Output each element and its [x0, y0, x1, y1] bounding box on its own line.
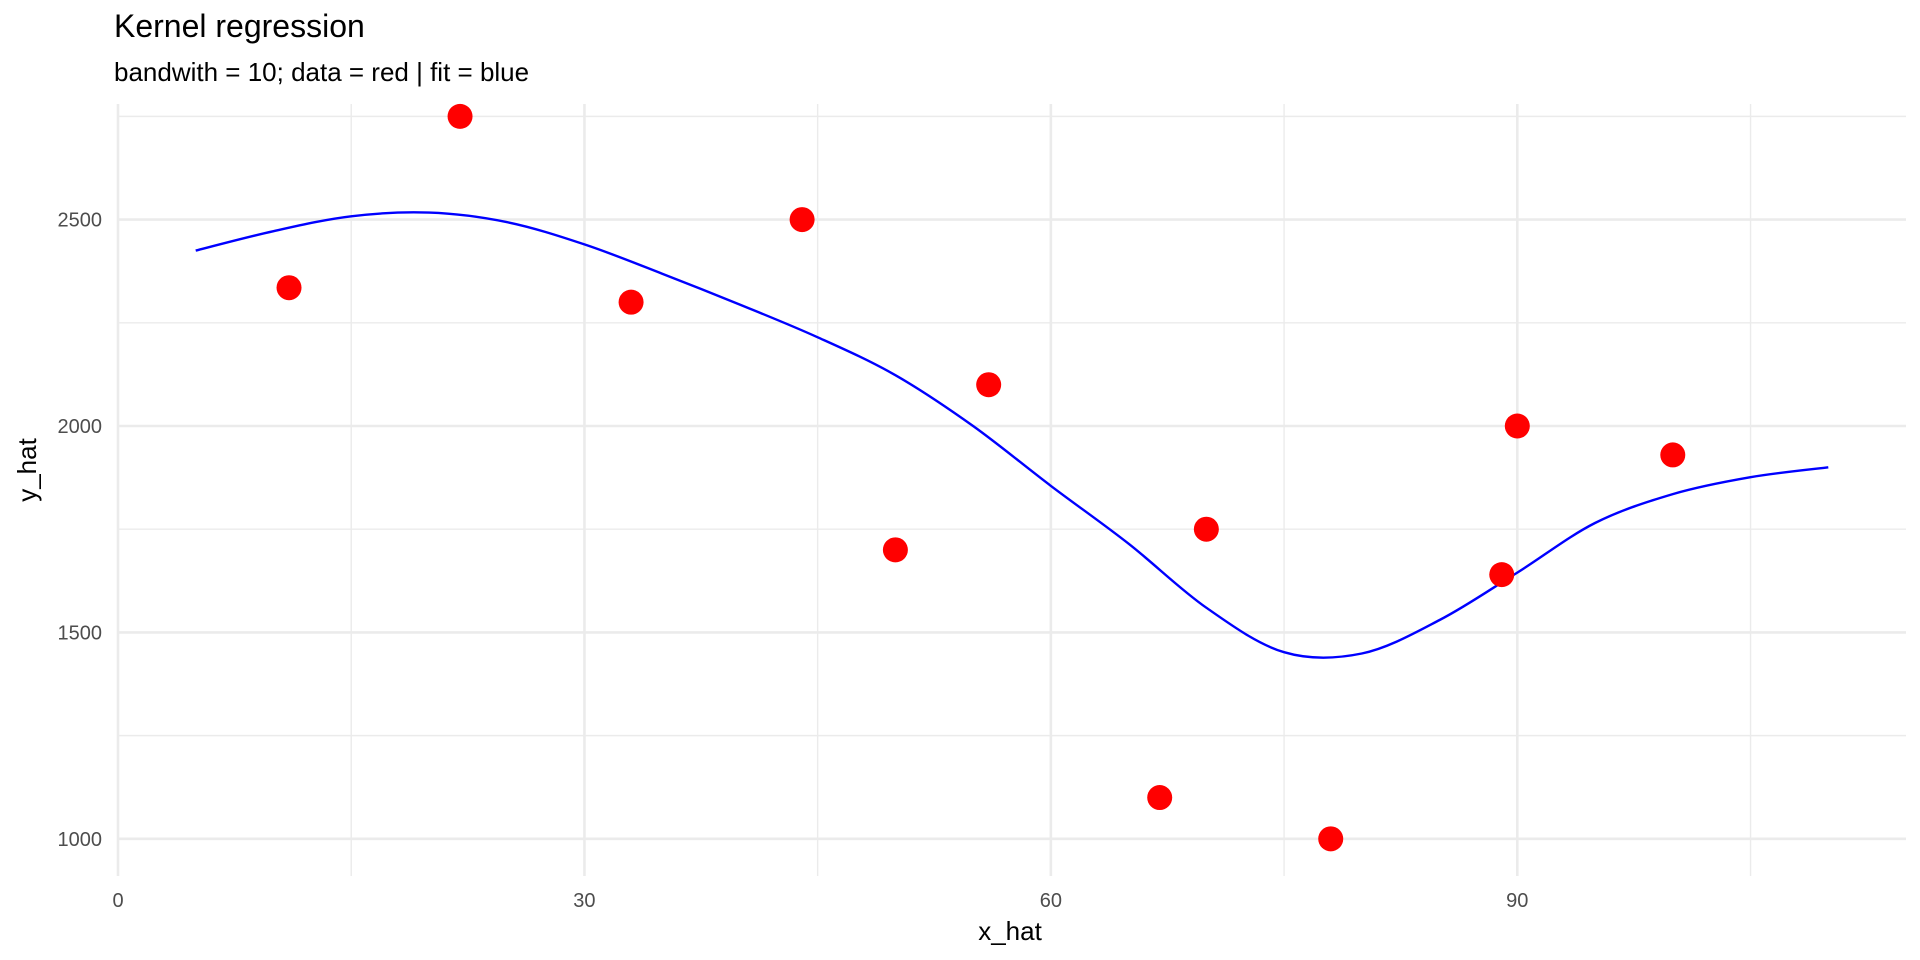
- y-axis-title: y_hat: [12, 437, 42, 501]
- data-point: [1318, 826, 1344, 852]
- x-tick-label: 30: [573, 890, 595, 912]
- y-tick-label: 1500: [58, 622, 103, 644]
- data-point: [976, 372, 1002, 398]
- data-point: [618, 289, 644, 315]
- y-tick-label: 2500: [58, 210, 103, 232]
- x-tick-label: 60: [1040, 890, 1062, 912]
- y-tick-label: 2000: [58, 416, 103, 438]
- y-axis-ticks: 1000 1500 2000 2500: [58, 210, 103, 851]
- data-point: [882, 537, 908, 563]
- data-point: [1660, 442, 1686, 468]
- x-tick-label: 90: [1506, 890, 1528, 912]
- data-point: [1489, 562, 1515, 588]
- x-axis-title: x_hat: [978, 916, 1042, 946]
- data-point: [1147, 785, 1173, 811]
- y-tick-label: 1000: [58, 829, 103, 851]
- grid-lines: [116, 104, 1906, 876]
- data-point: [276, 275, 302, 301]
- chart-subtitle: bandwith = 10; data = red | fit = blue: [114, 57, 530, 87]
- x-axis-ticks: 0 30 60 90: [112, 890, 1528, 912]
- data-point: [789, 207, 815, 233]
- data-points-layer: [276, 103, 1686, 852]
- fit-line-layer: [195, 211, 1829, 659]
- fit-line: [195, 211, 1829, 659]
- data-point: [1504, 413, 1530, 439]
- chart-title: Kernel regression: [114, 8, 365, 44]
- data-point: [447, 103, 473, 129]
- data-point: [1193, 516, 1219, 542]
- x-tick-label: 0: [112, 890, 123, 912]
